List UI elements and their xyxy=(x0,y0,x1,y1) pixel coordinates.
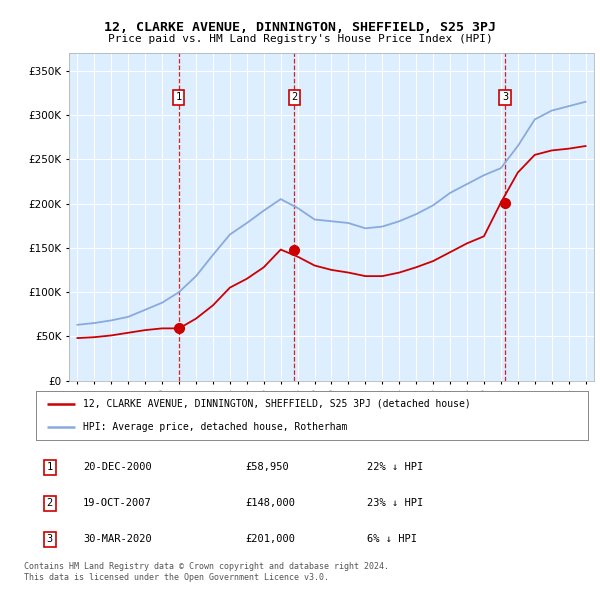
Text: HPI: Average price, detached house, Rotherham: HPI: Average price, detached house, Roth… xyxy=(83,422,347,432)
Text: 12, CLARKE AVENUE, DINNINGTON, SHEFFIELD, S25 3PJ: 12, CLARKE AVENUE, DINNINGTON, SHEFFIELD… xyxy=(104,21,496,34)
Text: 23% ↓ HPI: 23% ↓ HPI xyxy=(367,499,424,509)
Text: 6% ↓ HPI: 6% ↓ HPI xyxy=(367,535,417,545)
Text: Price paid vs. HM Land Registry's House Price Index (HPI): Price paid vs. HM Land Registry's House … xyxy=(107,34,493,44)
Text: Contains HM Land Registry data © Crown copyright and database right 2024.: Contains HM Land Registry data © Crown c… xyxy=(24,562,389,571)
Text: £58,950: £58,950 xyxy=(246,463,290,472)
Text: 19-OCT-2007: 19-OCT-2007 xyxy=(83,499,152,509)
Text: 3: 3 xyxy=(47,535,53,545)
Text: 2: 2 xyxy=(47,499,53,509)
Text: This data is licensed under the Open Government Licence v3.0.: This data is licensed under the Open Gov… xyxy=(24,573,329,582)
Text: 1: 1 xyxy=(47,463,53,472)
Text: £201,000: £201,000 xyxy=(246,535,296,545)
Text: 12, CLARKE AVENUE, DINNINGTON, SHEFFIELD, S25 3PJ (detached house): 12, CLARKE AVENUE, DINNINGTON, SHEFFIELD… xyxy=(83,399,470,409)
Text: 2: 2 xyxy=(291,93,298,102)
Text: 22% ↓ HPI: 22% ↓ HPI xyxy=(367,463,424,472)
Text: 20-DEC-2000: 20-DEC-2000 xyxy=(83,463,152,472)
Text: 3: 3 xyxy=(502,93,508,102)
Text: 1: 1 xyxy=(175,93,182,102)
Text: £148,000: £148,000 xyxy=(246,499,296,509)
Text: 30-MAR-2020: 30-MAR-2020 xyxy=(83,535,152,545)
